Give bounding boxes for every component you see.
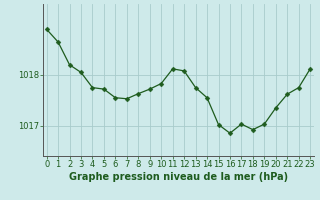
X-axis label: Graphe pression niveau de la mer (hPa): Graphe pression niveau de la mer (hPa)	[69, 172, 288, 182]
